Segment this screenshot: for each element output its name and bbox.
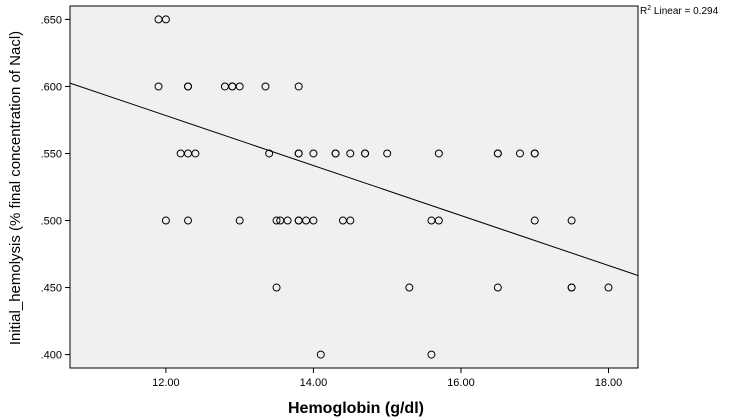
data-point <box>283 216 292 225</box>
x-axis-title: Hemoglobin (g/dl) <box>288 400 424 417</box>
y-tick-label: .600 <box>41 81 62 93</box>
data-point <box>261 82 270 91</box>
data-point <box>434 216 443 225</box>
y-axis: .400 .450 .500 .550 .600 .650 <box>41 14 70 362</box>
data-point <box>346 216 355 225</box>
data-point <box>530 216 539 225</box>
data-point <box>361 149 370 158</box>
data-point <box>515 149 524 158</box>
y-tick-label: .450 <box>41 283 62 295</box>
data-point <box>427 350 436 359</box>
data-points <box>154 15 613 359</box>
data-point <box>235 216 244 225</box>
data-point <box>272 283 281 292</box>
r-squared-prefix: R <box>640 6 647 17</box>
data-point <box>154 82 163 91</box>
data-point <box>161 216 170 225</box>
linear-fit-line <box>69 82 639 276</box>
data-point <box>316 350 325 359</box>
data-point <box>191 149 200 158</box>
data-point <box>309 149 318 158</box>
data-point <box>272 216 281 225</box>
data-point <box>383 149 392 158</box>
y-tick-label: .550 <box>41 148 62 160</box>
data-point <box>493 283 502 292</box>
data-point <box>405 283 414 292</box>
data-point <box>567 283 576 292</box>
data-point <box>294 149 303 158</box>
data-point <box>530 149 539 158</box>
y-tick-label: .400 <box>41 350 62 362</box>
y-tick-label: .500 <box>41 216 62 228</box>
r-squared-value: Linear = 0.294 <box>651 6 718 17</box>
data-point <box>184 82 193 91</box>
data-point <box>493 149 502 158</box>
plot-area <box>69 5 639 369</box>
data-point <box>309 216 318 225</box>
r-squared-label: R2 Linear = 0.294 <box>640 5 719 17</box>
data-point <box>346 149 355 158</box>
data-point <box>294 82 303 91</box>
data-point <box>235 82 244 91</box>
data-point <box>184 216 193 225</box>
data-point <box>434 149 443 158</box>
data-point <box>604 283 613 292</box>
x-axis: 12.00 14.00 16.00 18.00 <box>152 368 622 389</box>
data-point <box>567 216 576 225</box>
y-tick-label: .650 <box>41 14 62 26</box>
x-tick-label: 12.00 <box>152 377 180 389</box>
data-point <box>331 149 340 158</box>
x-tick-label: 16.00 <box>447 377 475 389</box>
data-point <box>265 149 274 158</box>
x-tick-label: 18.00 <box>595 377 623 389</box>
y-axis-title: Initial_hemolysis (% final concentration… <box>7 31 24 345</box>
data-point <box>161 15 170 24</box>
x-tick-label: 14.00 <box>300 377 328 389</box>
r-squared-superscript: 2 <box>647 5 651 12</box>
